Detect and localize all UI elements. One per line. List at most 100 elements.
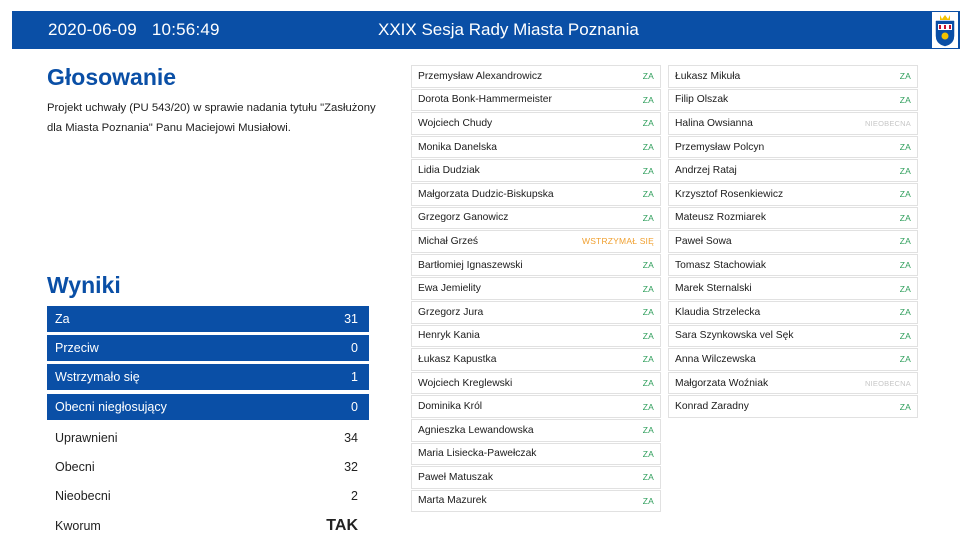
member-name: Wojciech Chudy [418, 117, 493, 129]
member-row: Filip Olszak ZA [668, 88, 918, 112]
member-row: Konrad Zaradny ZA [668, 395, 918, 418]
member-name: Łukasz Mikuła [675, 70, 741, 82]
member-row: Marek Sternalski ZA [668, 277, 918, 300]
session-time: 10:56:49 [151, 20, 220, 39]
member-vote: ZA [642, 472, 654, 483]
member-row: Małgorzata Woźniak NIEOBECNA [668, 371, 918, 395]
member-vote: ZA [642, 165, 654, 176]
member-row: Maria Lisiecka-Pawełczak ZA [411, 442, 661, 466]
member-row: Lidia Dudziak ZA [411, 159, 661, 182]
member-vote: ZA [899, 260, 911, 271]
session-date: 2020-06-09 [48, 20, 137, 39]
member-vote: ZA [642, 330, 654, 341]
result-value: 34 [344, 431, 358, 445]
member-row: Bartłomiej Ignaszewski ZA [411, 253, 661, 277]
result-row: Kworum TAK [47, 513, 369, 539]
session-datetime: 2020-06-09 10:56:49 [48, 20, 220, 40]
members-list-left: Przemysław Alexandrowicz ZA Dorota Bonk-Ha… [411, 65, 661, 513]
member-row: Dominika Król ZA [411, 395, 661, 418]
member-row: Sara Szynkowska vel Sęk ZA [668, 324, 918, 348]
poznan-coat-of-arms-icon [932, 12, 958, 48]
member-vote: ZA [899, 212, 911, 223]
member-vote: ZA [899, 142, 911, 153]
member-row: Michał Grześ WSTRZYMAŁ SIĘ [411, 230, 661, 253]
members-list-right: Łukasz Mikuła ZA Filip Olszak ZA Halina Owsi… [668, 65, 918, 419]
member-name: Lidia Dudziak [418, 165, 480, 177]
member-vote: ZA [642, 425, 654, 436]
member-vote: ZA [899, 165, 911, 176]
member-row: Małgorzata Dudzic-Biskupska ZA [411, 182, 661, 206]
result-row: Wstrzymało się 1 [47, 364, 369, 390]
member-name: Przemysław Polcyn [675, 141, 765, 153]
member-vote: ZA [642, 212, 654, 223]
result-label: Obecni niegłosujący [55, 400, 167, 414]
member-name: Wojciech Kreglewski [418, 377, 513, 389]
member-name: Przemysław Alexandrowicz [418, 70, 543, 82]
member-name: Filip Olszak [675, 94, 729, 106]
result-value: 31 [344, 312, 358, 326]
result-label: Za [55, 312, 70, 326]
member-name: Halina Owsianna [675, 117, 753, 129]
result-label: Wstrzymało się [55, 370, 140, 384]
result-label: Uprawnieni [55, 431, 118, 445]
member-name: Klaudia Strzelecka [675, 306, 761, 318]
member-name: Grzegorz Ganowicz [418, 212, 509, 224]
member-row: Klaudia Strzelecka ZA [668, 300, 918, 324]
member-vote: ZA [642, 448, 654, 459]
member-row: Agnieszka Lewandowska ZA [411, 418, 661, 442]
member-name: Paweł Matuszak [418, 471, 493, 483]
result-value: 1 [351, 370, 358, 384]
member-vote: ZA [642, 378, 654, 389]
member-vote: ZA [642, 354, 654, 365]
member-row: Łukasz Kapustka ZA [411, 348, 661, 371]
member-name: Małgorzata Woźniak [675, 377, 769, 389]
member-vote: ZA [642, 260, 654, 271]
member-row: Henryk Kania ZA [411, 324, 661, 348]
member-row: Krzysztof Rosenkiewicz ZA [668, 182, 918, 206]
header-bar: 2020-06-09 10:56:49 XXIX Sesja Rady Mias… [12, 11, 960, 49]
member-row: Anna Wilczewska ZA [668, 348, 918, 371]
member-name: Ewa Jemielity [418, 283, 481, 295]
member-name: Marta Mazurek [418, 495, 487, 507]
member-row: Łukasz Mikuła ZA [668, 65, 918, 88]
result-value: 32 [344, 460, 358, 474]
result-row: Za 31 [47, 306, 369, 332]
member-name: Bartłomiej Ignaszewski [418, 259, 523, 271]
member-name: Sara Szynkowska vel Sęk [675, 330, 794, 342]
member-vote: NIEOBECNA [865, 118, 911, 128]
result-row: Obecni 32 [47, 454, 369, 480]
result-row: Uprawnieni 34 [47, 425, 369, 451]
member-vote: ZA [642, 142, 654, 153]
result-row: Obecni niegłosujący 0 [47, 394, 369, 420]
result-value: 2 [351, 489, 358, 503]
member-name: Maria Lisiecka-Pawełczak [418, 448, 537, 460]
result-value: 0 [351, 400, 358, 414]
result-label: Obecni [55, 460, 95, 474]
member-name: Paweł Sowa [675, 235, 732, 247]
member-vote: ZA [899, 401, 911, 412]
member-name: Krzysztof Rosenkiewicz [675, 188, 784, 200]
member-row: Monika Danelska ZA [411, 135, 661, 159]
member-row: Przemysław Alexandrowicz ZA [411, 65, 661, 88]
member-name: Grzegorz Jura [418, 306, 484, 318]
member-vote: ZA [899, 236, 911, 247]
member-name: Mateusz Rozmiarek [675, 212, 766, 224]
member-row: Wojciech Chudy ZA [411, 112, 661, 135]
member-vote: ZA [642, 189, 654, 200]
member-vote: ZA [899, 330, 911, 341]
member-vote: ZA [642, 118, 654, 129]
member-row: Paweł Sowa ZA [668, 230, 918, 253]
voting-heading: Głosowanie [47, 64, 177, 90]
member-vote: ZA [899, 283, 911, 294]
member-name: Anna Wilczewska [675, 353, 756, 365]
result-row: Nieobecni 2 [47, 483, 369, 509]
result-row: Przeciw 0 [47, 335, 369, 361]
member-row: Tomasz Stachowiak ZA [668, 253, 918, 277]
member-row: Mateusz Rozmiarek ZA [668, 206, 918, 230]
member-name: Agnieszka Lewandowska [418, 424, 534, 436]
member-vote: ZA [899, 189, 911, 200]
voting-description: Projekt uchwały (PU 543/20) w sprawie na… [47, 102, 376, 134]
member-vote: ZA [642, 307, 654, 318]
member-name: Łukasz Kapustka [418, 353, 497, 365]
results-heading: Wyniki [47, 272, 121, 298]
